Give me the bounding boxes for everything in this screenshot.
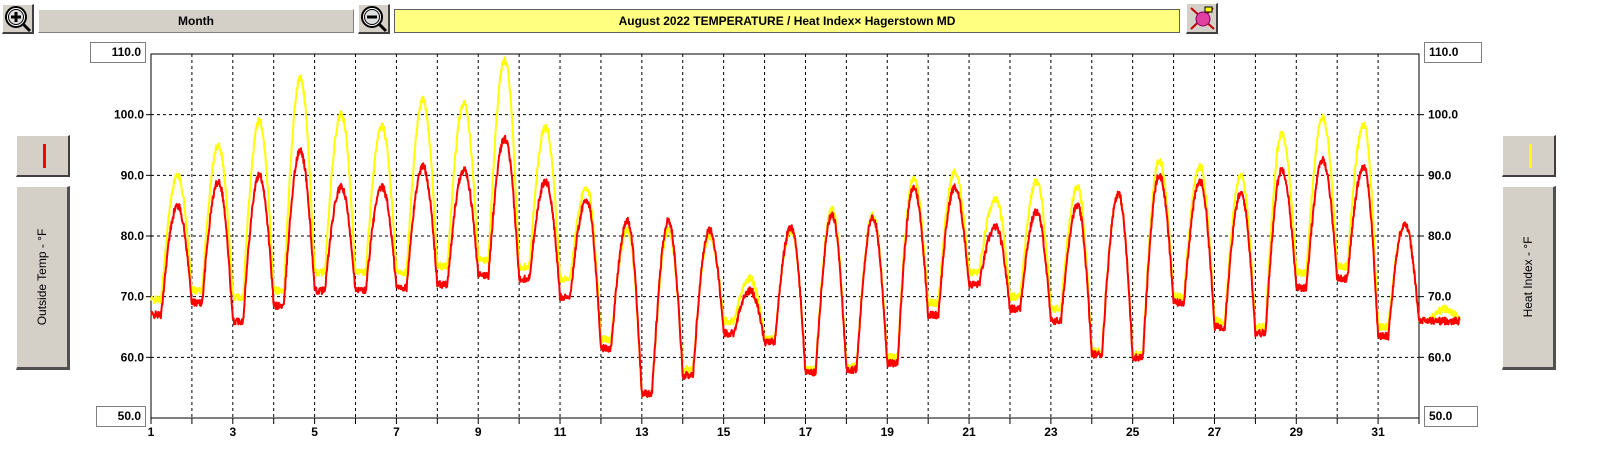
- y-min-input-right[interactable]: 50.0: [1424, 406, 1478, 427]
- x-tick-label: 29: [1290, 425, 1304, 439]
- x-tick-label: 17: [799, 425, 813, 439]
- left-axis-label-panel[interactable]: Outside Temp - °F: [16, 186, 70, 370]
- x-tick-label: 3: [229, 425, 236, 439]
- x-tick-label: 9: [475, 425, 482, 439]
- color-settings-button[interactable]: [1186, 3, 1218, 34]
- zoom-in-button[interactable]: [2, 4, 34, 34]
- x-tick-label: 11: [554, 425, 567, 439]
- y-tick-label-left: 60.0: [121, 350, 145, 364]
- chart-title: August 2022 TEMPERATURE / Heat Index× Ha…: [394, 9, 1180, 33]
- y-tick-label-right: 100.0: [1428, 108, 1458, 122]
- y-min-input-left[interactable]: 50.0: [96, 406, 146, 427]
- y-tick-label-right: 80.0: [1428, 229, 1452, 243]
- y-max-input-left[interactable]: 110.0: [90, 42, 146, 63]
- y-tick-label-left: 100.0: [114, 108, 144, 122]
- y-max-input-right[interactable]: 110.0: [1424, 42, 1482, 63]
- y-tick-label-left: 90.0: [121, 168, 145, 182]
- y-tick-label-right: 60.0: [1428, 350, 1452, 364]
- x-tick-label: 1: [148, 425, 155, 439]
- heat-index-legend-key[interactable]: [1502, 135, 1556, 177]
- x-tick-label: 5: [311, 425, 318, 439]
- y-tick-label-right: 90.0: [1428, 168, 1452, 182]
- plot-area: [150, 53, 1420, 419]
- x-tick-label: 19: [881, 425, 895, 439]
- temp-legend-line: [43, 144, 46, 168]
- period-selector[interactable]: Month: [38, 9, 354, 33]
- x-tick-label: 25: [1126, 425, 1140, 439]
- y-tick-label-left: 80.0: [121, 229, 145, 243]
- right-axis-label-panel[interactable]: Heat Index - °F: [1502, 186, 1556, 370]
- x-tick-label: 23: [1044, 425, 1058, 439]
- zoom-in-icon: [5, 6, 32, 33]
- x-tick-label: 27: [1208, 425, 1222, 439]
- x-tick-label: 31: [1371, 425, 1385, 439]
- x-tick-label: 13: [635, 425, 649, 439]
- temp-line: [150, 134, 1461, 398]
- temp-legend-key[interactable]: [16, 135, 70, 177]
- palette-icon: [1190, 6, 1215, 30]
- zoom-out-icon: [361, 6, 388, 33]
- y-tick-label-left: 70.0: [121, 290, 145, 304]
- zoom-out-button[interactable]: [358, 4, 390, 34]
- x-tick-label: 7: [393, 425, 400, 439]
- y-tick-label-right: 70.0: [1428, 290, 1452, 304]
- heat-index-legend-line: [1529, 144, 1532, 168]
- x-tick-label: 15: [717, 425, 731, 439]
- x-tick-label: 21: [962, 425, 976, 439]
